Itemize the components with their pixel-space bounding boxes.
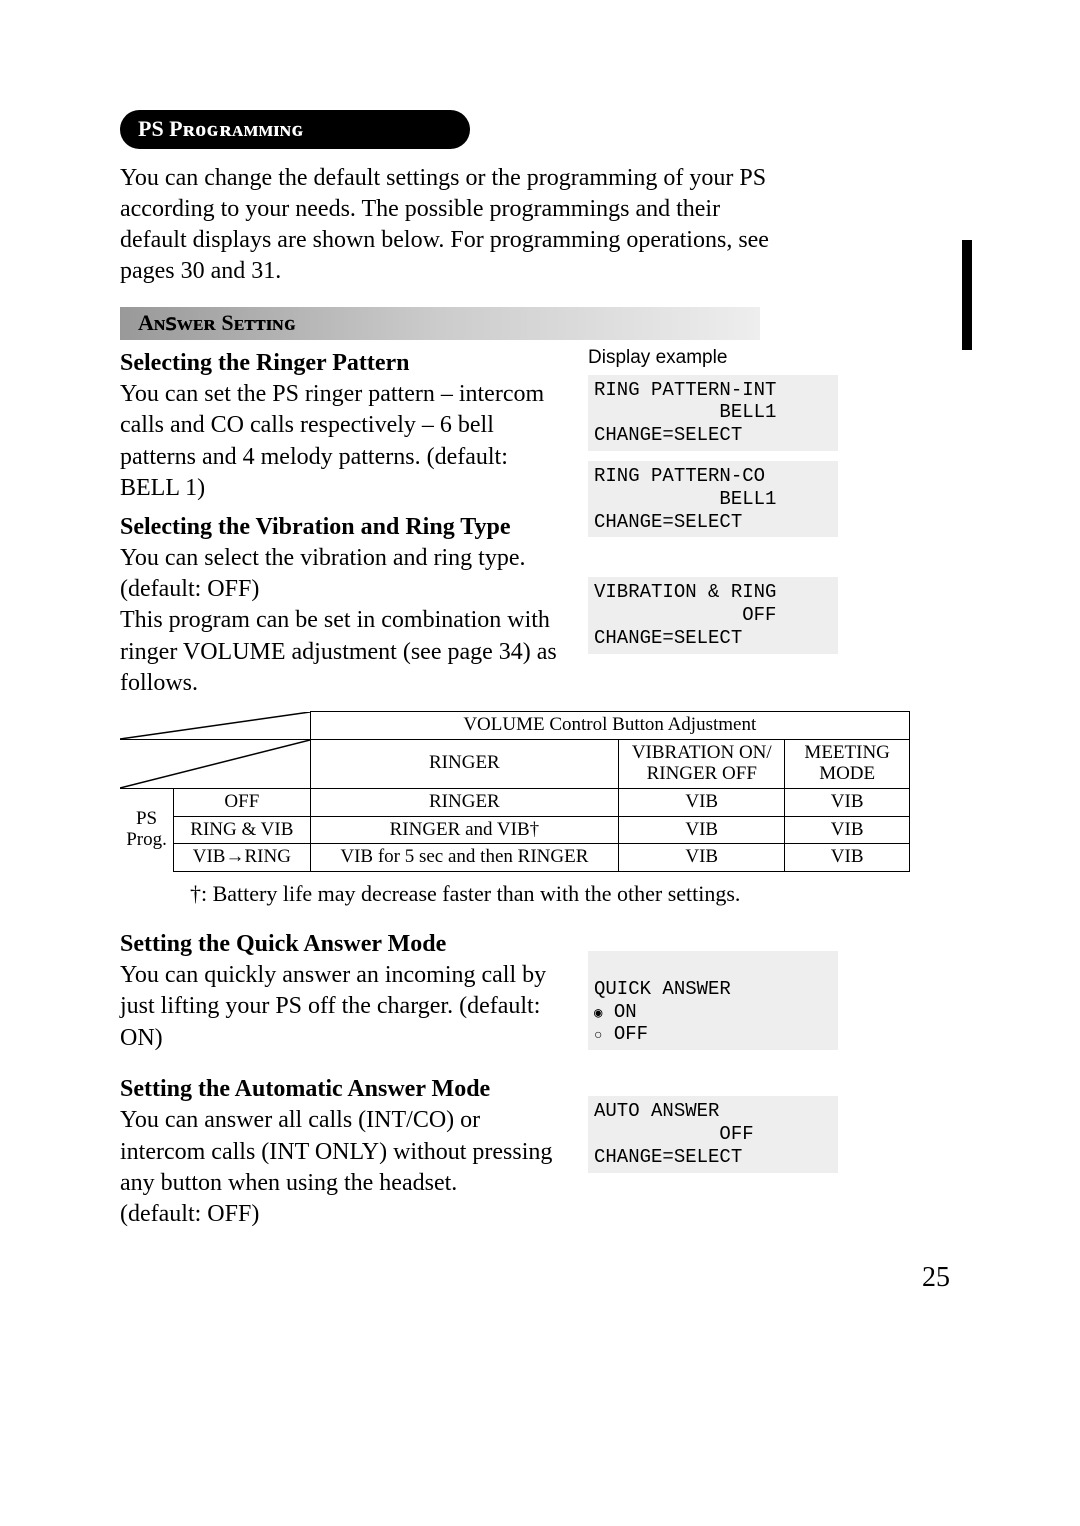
table-diag-cell [120, 712, 310, 740]
t-r1c2: RINGER [310, 788, 619, 816]
table-h2b: RINGER OFF [647, 763, 757, 784]
display-example-label: Display example [588, 346, 838, 371]
disp4-off: OFF [614, 1023, 648, 1045]
subheader-text: Aɴꜱᴡᴇʀ Sᴇᴛᴛɪɴɢ [138, 310, 297, 335]
sec3-left: Setting the Quick Answer Mode You can qu… [120, 927, 570, 1060]
t-r1c4: VIB [785, 788, 910, 816]
disp4-on: ON [614, 1001, 637, 1023]
table-h1: RINGER [310, 739, 619, 788]
auto-answer-row: Setting the Automatic Answer Mode You ca… [120, 1072, 960, 1230]
table-h2: VIBRATION ON/ RINGER OFF [619, 739, 785, 788]
table-h3a: MEETING [804, 742, 889, 763]
t-r3c2: VIB for 5 sec and then RINGER [310, 844, 619, 872]
intro-paragraph: You can change the default settings or t… [120, 163, 770, 288]
sec4-right: AUTO ANSWER OFF CHANGE=SELECT [588, 1072, 838, 1230]
sec4-left: Setting the Automatic Answer Mode You ca… [120, 1072, 570, 1230]
display-box-3: VIBRATION & RING OFF CHANGE=SELECT [588, 577, 838, 653]
sec3-body: You can quickly answer an incoming call … [120, 960, 570, 1054]
right-column: Display example RING PATTERN-INT BELL1 C… [588, 346, 838, 699]
radio-on-icon: ◉ [594, 1006, 602, 1022]
display-box-4: QUICK ANSWER ◉ ON ○ OFF [588, 951, 838, 1050]
side-black-bar [962, 240, 972, 350]
t-r2c3: VIB [619, 816, 785, 844]
table-h2a: VIBRATION ON/ [632, 742, 772, 763]
disp4-line1: QUICK ANSWER [594, 978, 731, 1000]
content-columns: Selecting the Ringer Pattern You can set… [120, 346, 960, 699]
display-box-2: RING PATTERN-CO BELL1 CHANGE=SELECT [588, 461, 838, 537]
sec3-right: QUICK ANSWER ◉ ON ○ OFF [588, 927, 838, 1060]
sec2-body: You can select the vibration and ring ty… [120, 543, 570, 699]
quick-answer-row: Setting the Quick Answer Mode You can qu… [120, 927, 960, 1060]
volume-table: VOLUME Control Button Adjustment RINGER … [120, 711, 910, 872]
left-column: Selecting the Ringer Pattern You can set… [120, 346, 570, 699]
sec1-title: Selecting the Ringer Pattern [120, 348, 570, 379]
header-text: PS Pʀᴏɢʀᴀᴍᴍɪɴɢ [138, 116, 304, 141]
sec3-title: Setting the Quick Answer Mode [120, 929, 570, 960]
header-bar: PS Pʀᴏɢʀᴀᴍᴍɪɴɢ [120, 110, 470, 149]
t-r3c1: VIB→RING [174, 844, 310, 872]
t-r2c2: RINGER and VIB† [310, 816, 619, 844]
t-r1c1: OFF [174, 788, 310, 816]
t-r2c1: RING & VIB [174, 816, 310, 844]
t-r3c3: VIB [619, 844, 785, 872]
t-r3c4: VIB [785, 844, 910, 872]
footnote: †: Battery life may decrease faster than… [190, 880, 960, 909]
table-top-header: VOLUME Control Button Adjustment [310, 712, 909, 740]
sec4-title: Setting the Automatic Answer Mode [120, 1074, 570, 1105]
page-number: 25 [120, 1260, 960, 1296]
t-r1c3: VIB [619, 788, 785, 816]
radio-off-icon: ○ [594, 1028, 602, 1044]
display-box-5: AUTO ANSWER OFF CHANGE=SELECT [588, 1096, 838, 1172]
table-h3b: MODE [819, 763, 875, 784]
sec4-body: You can answer all calls (INT/CO) or int… [120, 1105, 570, 1230]
subheader-bar: Aɴꜱᴡᴇʀ Sᴇᴛᴛɪɴɢ [120, 307, 760, 340]
t-r2c4: VIB [785, 816, 910, 844]
table-side-label: PSProg. [120, 788, 174, 872]
sec2-title: Selecting the Vibration and Ring Type [120, 512, 570, 543]
display-box-1: RING PATTERN-INT BELL1 CHANGE=SELECT [588, 375, 838, 451]
sec1-body: You can set the PS ringer pattern – inte… [120, 379, 570, 504]
table-diag-cell2 [120, 739, 310, 788]
table-h3: MEETING MODE [785, 739, 910, 788]
